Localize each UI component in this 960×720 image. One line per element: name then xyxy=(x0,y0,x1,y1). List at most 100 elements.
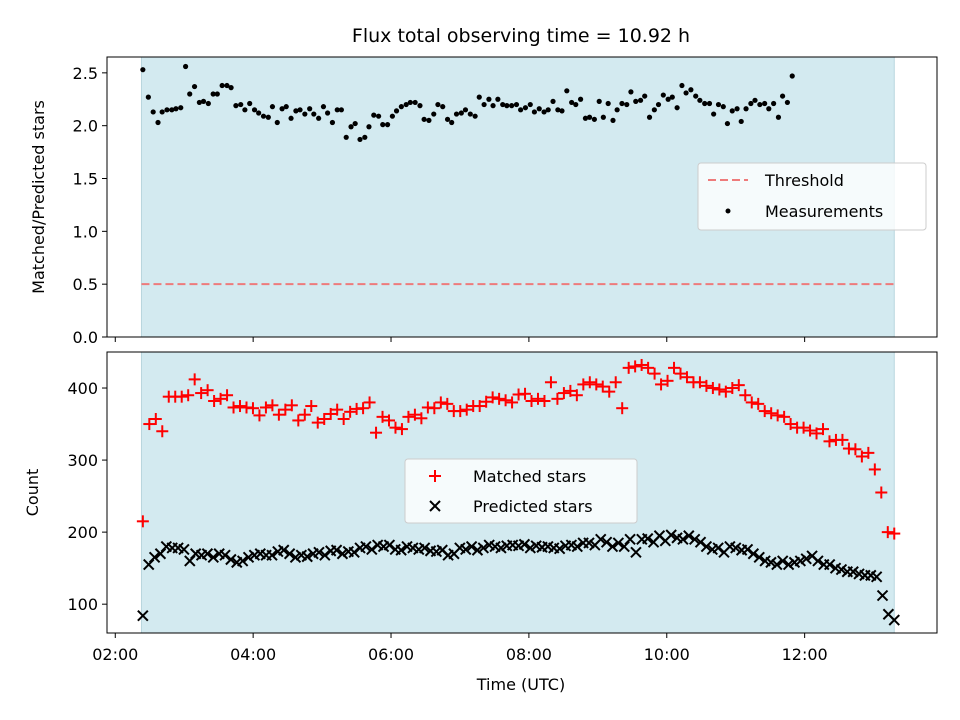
bottom-y-tick-label: 300 xyxy=(67,451,98,470)
predicted-star-point xyxy=(741,543,754,556)
matched-star-point xyxy=(480,395,493,408)
predicted-star-point xyxy=(225,553,237,566)
matched-star-point xyxy=(337,413,350,426)
bottom-x-tick-label: 10:00 xyxy=(644,645,690,664)
measurement-point xyxy=(674,105,680,111)
matched-star-point xyxy=(531,392,544,405)
measurement-point xyxy=(426,117,432,123)
measurement-point xyxy=(316,115,322,121)
measurement-point xyxy=(182,63,189,70)
measurement-point xyxy=(169,107,175,113)
measurement-point xyxy=(371,112,377,118)
bottom-legend: Matched stars Predicted stars xyxy=(404,458,638,524)
matched-star-point xyxy=(577,378,590,391)
measurement-point xyxy=(279,106,285,112)
matched-star-point xyxy=(771,409,784,422)
measurement-point xyxy=(504,103,510,109)
matched-star-point xyxy=(363,396,376,409)
matched-star-point xyxy=(713,383,726,396)
matched-star-point xyxy=(564,384,577,397)
predicted-star-point xyxy=(630,546,642,559)
measurement-point xyxy=(564,88,570,94)
measurement-point xyxy=(187,91,193,97)
predicted-star-point xyxy=(207,551,219,564)
measurement-point xyxy=(435,101,441,108)
measurement-point xyxy=(417,103,423,109)
measurement-point xyxy=(228,85,234,91)
measurement-point xyxy=(724,120,731,127)
measurements-legend-swatch xyxy=(725,208,731,214)
measurement-point xyxy=(655,101,662,108)
measurement-point xyxy=(559,108,565,114)
matched-star-point xyxy=(881,526,894,539)
measurement-point xyxy=(642,93,648,99)
measurement-point xyxy=(467,111,473,117)
measurement-point xyxy=(545,107,551,113)
matched-star-point xyxy=(175,390,188,403)
measurement-point xyxy=(334,107,340,113)
matched-star-point xyxy=(596,380,609,393)
bottom-x-tick-label: 06:00 xyxy=(368,645,414,664)
matched-star-point xyxy=(434,396,447,409)
matched-stars-points xyxy=(136,358,901,540)
matched-star-point xyxy=(784,418,797,431)
matched-star-point xyxy=(357,402,370,415)
matched-star-point xyxy=(149,413,162,426)
matched-star-point xyxy=(389,421,402,434)
matched-star-point xyxy=(143,418,156,431)
measurement-point xyxy=(389,113,395,119)
top-y-ticks: 0.0 0.5 1.0 1.5 2.0 2.5 xyxy=(73,64,107,347)
matched-star-point xyxy=(344,405,357,418)
matched-star-point xyxy=(719,385,732,398)
predicted-star-point xyxy=(665,529,677,541)
matched-star-point xyxy=(804,424,817,437)
matched-star-point xyxy=(862,446,875,459)
measurement-point xyxy=(702,100,708,107)
measurement-point xyxy=(784,99,791,106)
measurement-point xyxy=(233,103,239,109)
matched-star-point xyxy=(214,392,227,405)
matched-star-point xyxy=(609,376,622,389)
predicted-star-point xyxy=(694,536,707,548)
matched-star-point xyxy=(680,371,693,384)
matched-star-point xyxy=(156,425,169,438)
matched-star-point xyxy=(629,360,642,373)
measurement-point xyxy=(178,105,184,111)
measurement-point xyxy=(646,114,653,120)
matched-star-point xyxy=(693,376,706,389)
matched-star-point xyxy=(570,389,583,402)
predicted-legend-label: Predicted stars xyxy=(473,497,593,516)
matched-star-point xyxy=(473,400,486,413)
matched-star-point xyxy=(493,392,506,405)
measurement-point xyxy=(260,113,267,119)
measurement-point xyxy=(288,115,294,121)
matched-star-point xyxy=(266,399,279,412)
measurement-point xyxy=(779,93,786,99)
measurement-point xyxy=(155,119,161,126)
measurement-point xyxy=(393,108,400,114)
matched-star-point xyxy=(797,421,810,434)
predicted-star-point xyxy=(418,542,431,554)
measurement-point xyxy=(476,94,482,100)
measurement-point xyxy=(651,107,657,113)
matched-star-point xyxy=(460,403,473,416)
matched-star-point xyxy=(201,384,214,397)
predicted-star-point xyxy=(518,538,531,551)
matched-star-point xyxy=(745,396,758,409)
measurement-point xyxy=(683,90,689,96)
measurement-point xyxy=(449,119,455,126)
predicted-star-point xyxy=(683,530,695,542)
measurement-point xyxy=(688,87,694,93)
measurement-point xyxy=(509,103,515,109)
matched-star-point xyxy=(182,389,195,402)
predicted-star-point xyxy=(624,533,636,546)
matched-star-point xyxy=(221,389,234,402)
predicted-star-point xyxy=(771,558,783,571)
measurement-point xyxy=(624,101,630,108)
matched-star-point xyxy=(868,463,881,476)
measurement-point xyxy=(421,116,427,122)
matched-star-point xyxy=(674,367,687,380)
bottom-plot-panel: 100 200 300 400 02:00 04:00 06:00 08:00 10:00 12… xyxy=(23,351,938,694)
predicted-legend-swatch xyxy=(429,500,441,512)
